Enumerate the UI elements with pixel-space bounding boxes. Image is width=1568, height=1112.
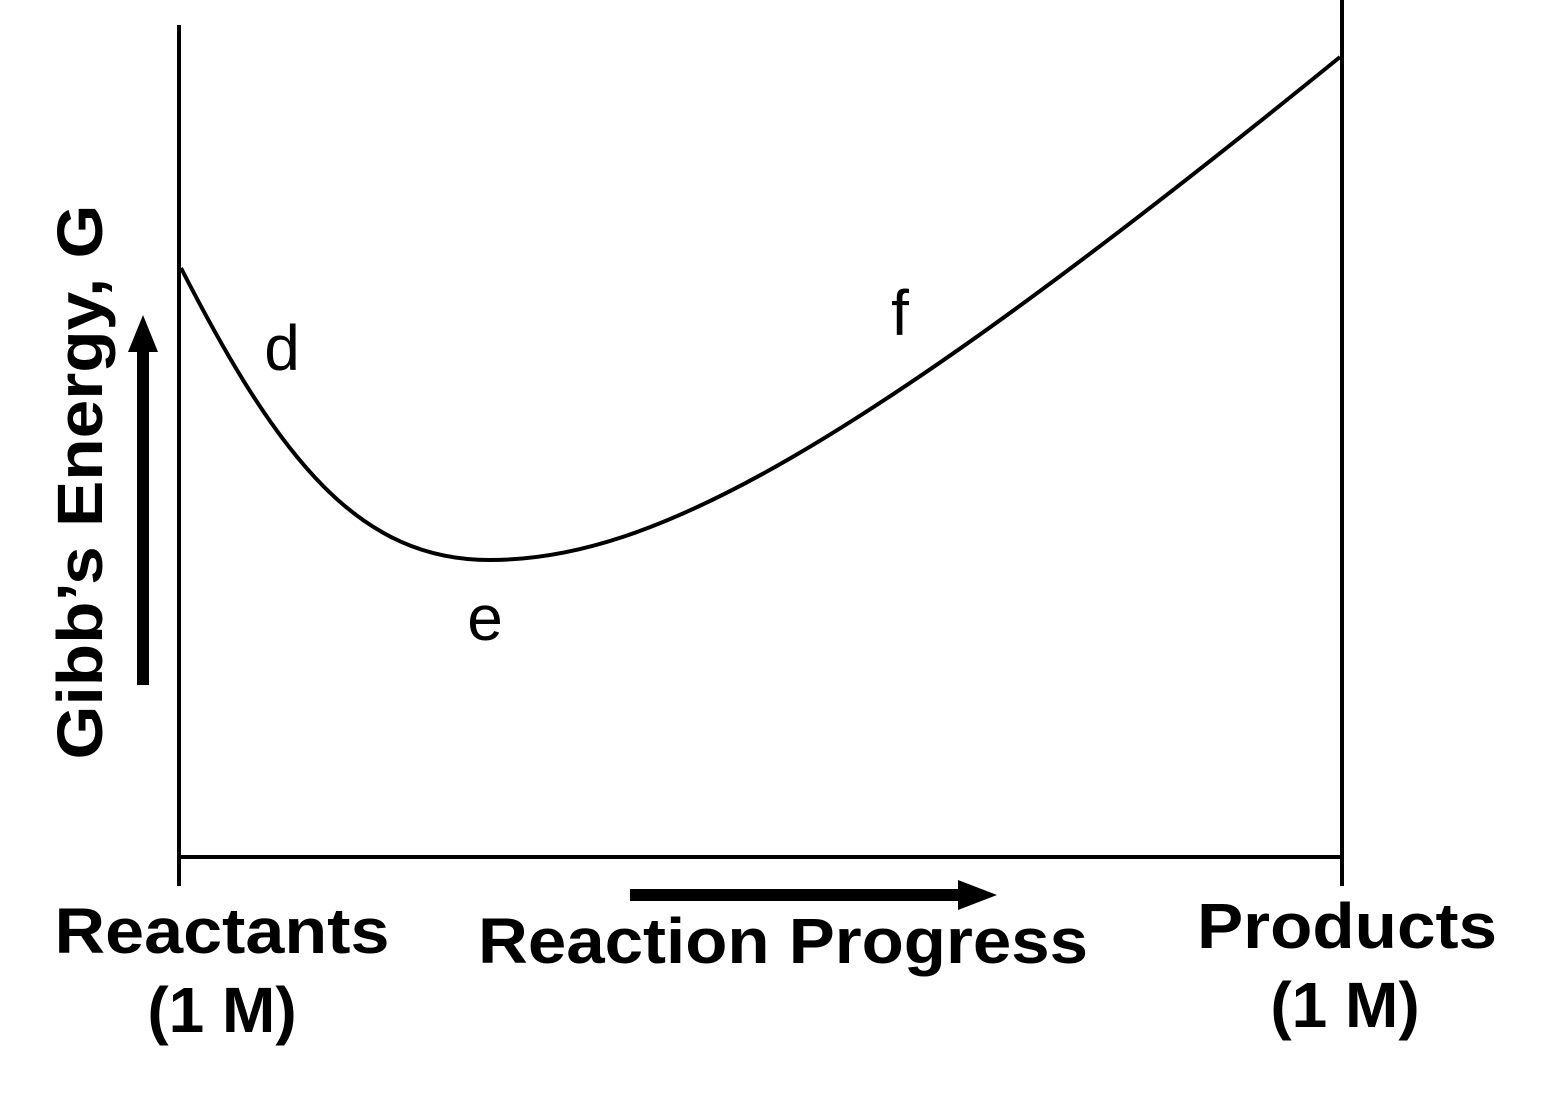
y-arrow-head bbox=[128, 315, 158, 352]
point-label: e bbox=[467, 582, 503, 654]
point-label: f bbox=[891, 277, 909, 349]
energy-curve bbox=[179, 55, 1342, 563]
products-label: Products bbox=[1197, 890, 1497, 962]
x-arrow-head bbox=[958, 880, 997, 910]
reactants-label: Reactants bbox=[55, 895, 390, 967]
reactants-concentration: (1 M) bbox=[147, 974, 296, 1046]
y-axis-label: Gibb’s Energy, G bbox=[44, 205, 116, 760]
point-label: d bbox=[264, 312, 300, 384]
products-concentration: (1 M) bbox=[1270, 969, 1419, 1041]
x-axis-label: Reaction Progress bbox=[478, 905, 1088, 977]
